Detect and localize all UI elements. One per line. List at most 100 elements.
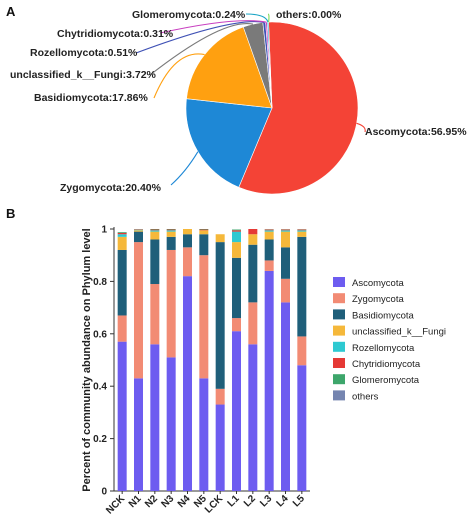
pie-label-chytridiomycota: Chytridiomycota:0.31% (57, 28, 174, 40)
bar-segment-lck-unclassified-k-fungi (215, 234, 225, 243)
bar-segment-l4-ascomycota (281, 302, 290, 491)
bar-segment-n3-unclassified-k-fungi (166, 231, 176, 237)
bar-segment-n2-ascomycota (150, 344, 160, 491)
bar-segment-n1-unclassified-k-fungi (134, 230, 143, 232)
bar-segment-l5-unclassified-k-fungi (297, 231, 307, 237)
legend-swatch-chytridiomycota (333, 358, 345, 368)
stacked-bar-chart (117, 229, 307, 491)
bar-segment-n5-unclassified-k-fungi (199, 230, 209, 235)
y-tick-label: 0.4 (93, 382, 107, 393)
pie-label-zygomycota: Zygomycota:20.40% (60, 182, 162, 194)
x-tick-label-l1: L1 (226, 493, 242, 509)
bar-segment-l5-zygomycota (297, 336, 307, 366)
panel-label-a: A (6, 4, 16, 19)
bar-segment-n2-basidiomycota (150, 239, 160, 285)
bar-segment-n1-rozellomycota (134, 229, 143, 231)
bar-segment-n2-chytridiomycota (150, 229, 160, 231)
bar-segment-nck-chytridiomycota (117, 232, 127, 235)
bar-segment-l1-unclassified-k-fungi (232, 242, 241, 258)
legend-swatch-unclassified-k-fungi (333, 325, 345, 336)
legend-label-ascomycota: Ascomycota (352, 278, 404, 289)
bar-segment-n5-basidiomycota (199, 234, 209, 256)
legend-label-others: others (352, 391, 379, 402)
bar-segment-l3-rozellomycota (264, 230, 274, 232)
bar-segment-n4-zygomycota (183, 247, 192, 277)
pie-label-basidiomycota: Basidiomycota:17.86% (34, 92, 148, 104)
bar-segment-n2-rozellomycota (150, 230, 160, 232)
bar-segment-n2-glomeromycota (150, 229, 160, 230)
bar-segment-n3-zygomycota (166, 249, 176, 358)
pie-leader-zygomycota (170, 151, 199, 186)
pie-leader-glomeromycota (245, 13, 269, 23)
bar-segment-n5-ascomycota (199, 378, 209, 491)
x-tick-label-nck: NCK (104, 493, 128, 517)
legend-label-unclassified-k-fungi: unclassified_k__Fungi (352, 327, 446, 338)
bar-segment-n4-unclassified-k-fungi (183, 229, 192, 235)
legend: Ascomycota Zygomycota Basidiomycota unclass… (333, 277, 446, 402)
bar-segment-n1-basidiomycota (134, 231, 143, 243)
panel-label-b: B (6, 206, 15, 221)
legend-label-basidiomycota: Basidiomycota (352, 310, 414, 321)
legend-swatch-basidiomycota (333, 309, 345, 320)
bar-segment-nck-glomeromycota (117, 232, 127, 233)
legend-label-chytridiomycota: Chytridiomycota (352, 359, 421, 370)
bar-segment-n2-zygomycota (150, 284, 160, 345)
bar-segment-lck-zygomycota (215, 388, 225, 405)
bar-segment-l2-ascomycota (248, 344, 258, 491)
bar-segment-lck-basidiomycota (215, 242, 225, 389)
legend-label-rozellomycota: Rozellomycota (352, 343, 415, 354)
bar-segment-l3-ascomycota (264, 270, 274, 491)
pie-label-others: others:0.00% (276, 9, 342, 21)
x-tick-label-n3: N3 (159, 493, 176, 510)
bar-segment-n1-ascomycota (134, 378, 143, 491)
bar-segment-l1-rozellomycota (232, 231, 241, 243)
bar-segment-l4-rozellomycota (281, 230, 290, 232)
y-axis-title: Percent of community abundance on Phylum… (81, 228, 93, 491)
pie-label-rozellomycota: Rozellomycota:0.51% (30, 47, 138, 59)
bar-segment-l4-chytridiomycota (281, 229, 290, 231)
bar-segment-l3-unclassified-k-fungi (264, 231, 274, 240)
bar-segment-l4-unclassified-k-fungi (281, 231, 290, 248)
legend-swatch-rozellomycota (333, 341, 345, 352)
pie-leader-unclassified-k-fungi (149, 22, 254, 76)
legend-swatch-ascomycota (333, 277, 345, 287)
y-tick-label: 0 (101, 487, 107, 498)
pie-label-unclassified-k-fungi: unclassified_k__Fungi:3.72% (10, 69, 157, 81)
pie-slice-basidiomycota (186, 26, 273, 109)
pie-chart (185, 21, 359, 195)
bar-segment-nck-rozellomycota (117, 234, 127, 237)
legend-swatch-zygomycota (333, 293, 345, 304)
bar-segment-n1-zygomycota (134, 242, 143, 379)
legend-swatch-others (333, 390, 345, 401)
pie-slice-zygomycota (185, 98, 273, 188)
bar-segment-nck-zygomycota (117, 315, 127, 342)
bar-segment-l4-zygomycota (281, 278, 290, 303)
bar-segment-n5-chytridiomycota (199, 229, 209, 231)
pie-label-glomeromycota: Glomeromycota:0.24% (132, 9, 246, 21)
legend-label-zygomycota: Zygomycota (352, 294, 404, 305)
bar-segment-n5-glomeromycota (199, 229, 209, 230)
x-tick-label-l5: L5 (291, 493, 307, 509)
bar-segment-l5-rozellomycota (297, 230, 307, 232)
pie-labels: Ascomycota:56.95% Zygomycota:20.40% Basidi… (10, 9, 467, 194)
bar-segment-l2-unclassified-k-fungi (248, 234, 258, 245)
pie-leader-chytridiomycota (159, 20, 267, 34)
x-tick-label-l3: L3 (258, 493, 274, 509)
pie-leader-basidiomycota (153, 53, 205, 99)
bar-segment-l1-basidiomycota (232, 257, 241, 319)
x-tick-label-l4: L4 (275, 493, 291, 509)
x-tick-label-n1: N1 (127, 493, 144, 510)
bar-segment-n5-zygomycota (199, 255, 209, 379)
legend-label-glomeromycota: Glomeromycota (352, 375, 420, 386)
bar-segment-n4-basidiomycota (183, 234, 192, 248)
x-tick-label-l2: L2 (242, 493, 258, 509)
bar-segment-l3-zygomycota (264, 260, 274, 271)
x-tick-label-n2: N2 (143, 493, 160, 510)
y-tick-label: 1 (101, 225, 107, 236)
bar-segment-l1-chytridiomycota (232, 230, 241, 232)
bar-segment-l5-chytridiomycota (297, 229, 307, 231)
bar-segment-l1-ascomycota (232, 331, 241, 491)
bar-segment-lck-ascomycota (215, 404, 225, 491)
